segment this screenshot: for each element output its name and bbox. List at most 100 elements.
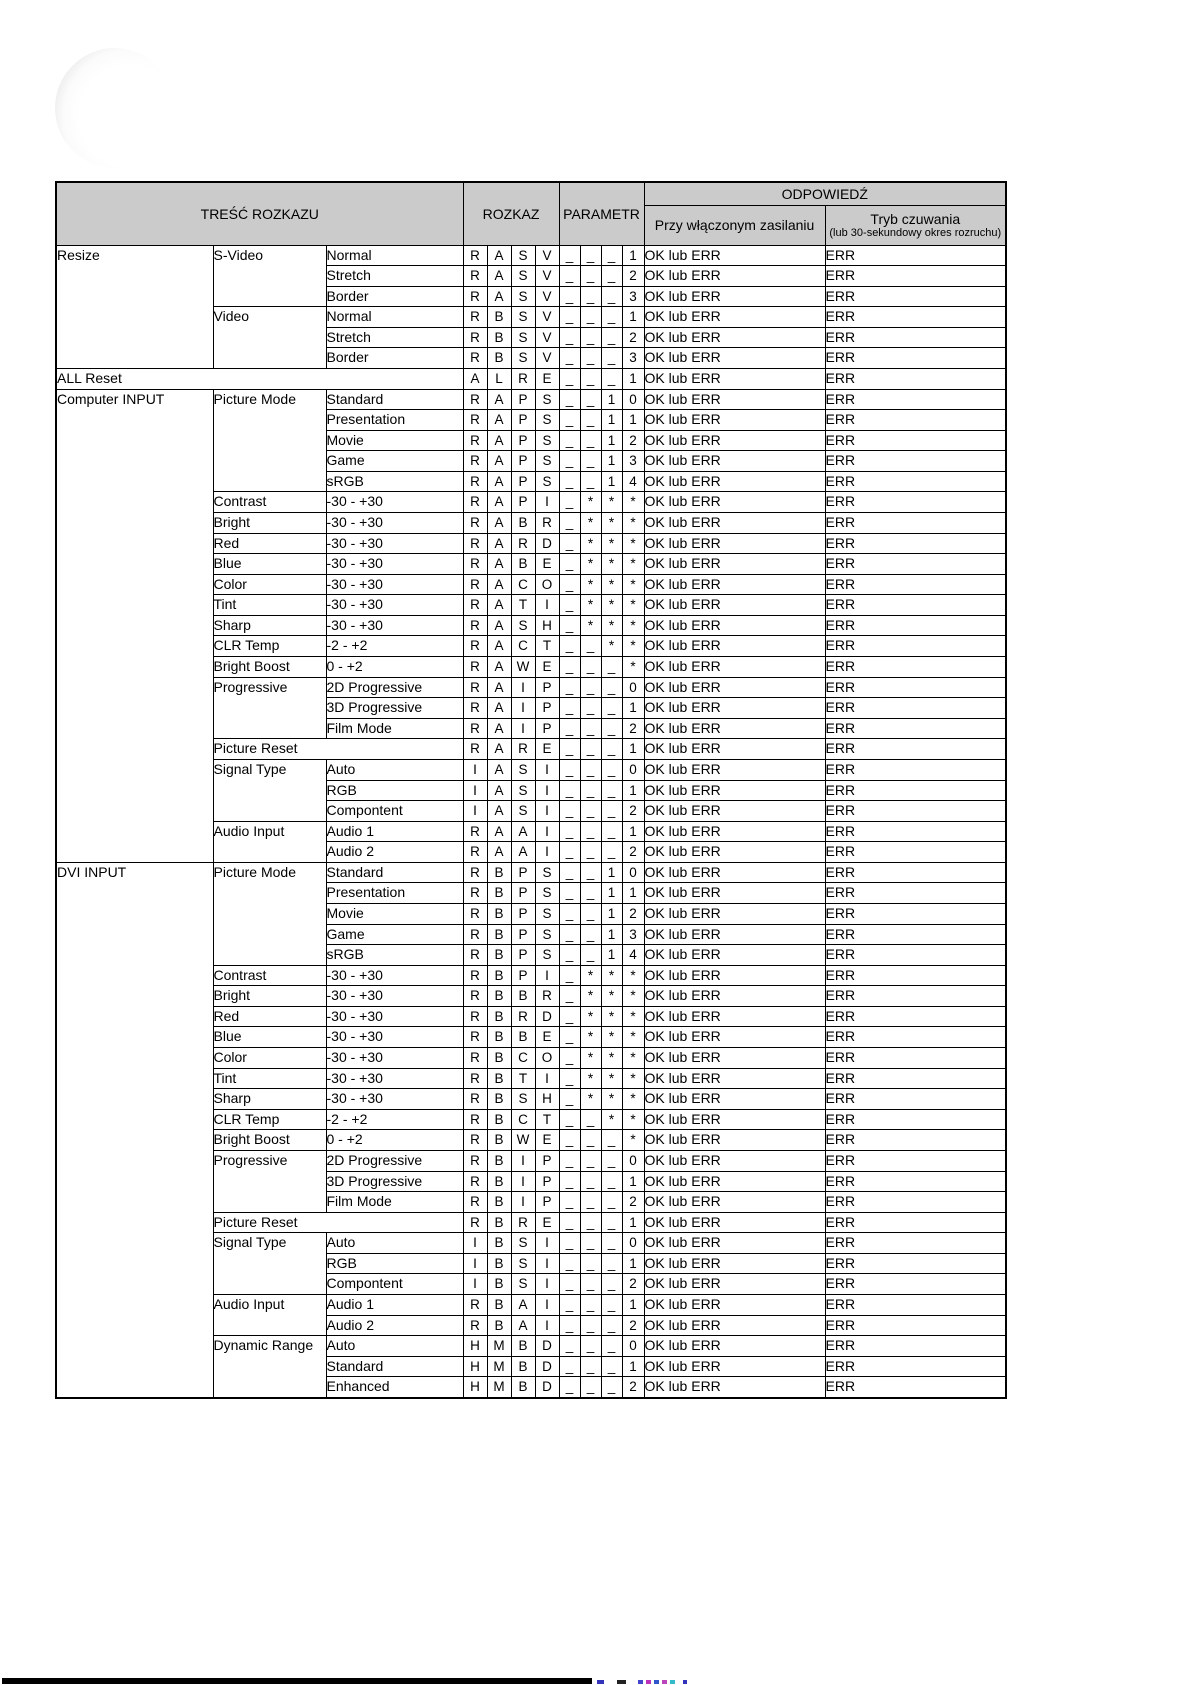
command-char-cell: R — [462, 1005, 488, 1028]
table-row: ALL Reset A L R E _ _ _ 1 OK lub ERR ERR — [55, 367, 1007, 390]
parameter-char-cell: 3 — [621, 347, 645, 369]
table-row: Film Mode R B I P _ _ _ 2 OK lub ERR ERR — [56, 1191, 1007, 1213]
subcategory-cell: CLR Temp — [212, 635, 327, 658]
parameter-char-cell: _ — [579, 429, 602, 452]
response-power-on-cell: OK lub ERR — [643, 388, 826, 411]
parameter-char-cell: 2 — [621, 1191, 645, 1213]
command-char-cell: B — [510, 1335, 536, 1357]
subcategory-cell: Bright Boost — [212, 656, 327, 678]
response-power-on-cell: OK lub ERR — [643, 1335, 826, 1357]
table-row: Blue -30 - +30 R A B E _ * * * OK lub ERR ERR — [56, 553, 1007, 575]
command-char-cell: H — [462, 1335, 488, 1357]
subcategory-cell: Signal Type — [212, 1232, 327, 1295]
value-cell: 3D Progressive — [325, 697, 464, 719]
parameter-char-cell: * — [621, 1047, 645, 1069]
parameter-char-cell: _ — [600, 738, 623, 760]
parameter-char-cell: _ — [558, 265, 581, 287]
command-char-cell: I — [534, 1232, 560, 1254]
response-power-on-cell: OK lub ERR — [643, 594, 826, 616]
table-row: Video Normal R B S V _ _ _ 1 OK lub ERR ERR — [56, 306, 1007, 369]
parameter-char-cell: 2 — [621, 1314, 645, 1337]
table-row: Stretch R B S V _ _ _ 2 OK lub ERR ERR — [56, 326, 1007, 349]
table-row: Sharp -30 - +30 R B S H _ * * * OK lub ERR ERR — [56, 1088, 1007, 1110]
table-row: Signal Type Auto I A S I _ _ _ 0 OK lub ERR ERR — [56, 758, 1007, 822]
command-char-cell: S — [534, 470, 560, 493]
table-row: Tint -30 - +30 R B T I _ * * * OK lub ERR ERR — [56, 1067, 1007, 1090]
command-char-cell: S — [534, 861, 560, 884]
parameter-char-cell: _ — [579, 1252, 602, 1275]
command-char-cell: S — [534, 944, 560, 966]
command-char-cell: R — [462, 1170, 488, 1193]
response-power-on-cell: OK lub ERR — [643, 635, 826, 658]
response-standby-cell: ERR — [824, 635, 1007, 658]
parameter-char-cell: _ — [558, 491, 581, 514]
command-char-cell: R — [534, 985, 560, 1007]
command-char-cell: V — [534, 265, 560, 287]
command-char-cell: I — [462, 1252, 488, 1275]
command-char-cell: B — [510, 1376, 536, 1399]
command-char-cell: B — [486, 903, 512, 925]
value-cell: -30 - +30 — [325, 1047, 464, 1069]
command-char-cell: R — [462, 573, 488, 596]
command-char-cell: E — [534, 367, 560, 390]
response-standby-cell: ERR — [824, 1191, 1007, 1213]
response-power-on-cell: OK lub ERR — [643, 676, 826, 699]
parameter-char-cell: _ — [558, 1047, 581, 1069]
command-char-cell: R — [462, 841, 488, 863]
parameter-char-cell: * — [579, 1026, 602, 1049]
parameter-char-cell: _ — [600, 1293, 623, 1316]
response-standby-cell: ERR — [824, 532, 1007, 555]
parameter-char-cell: _ — [558, 800, 581, 822]
parameter-char-cell: _ — [579, 1149, 602, 1172]
parameter-char-cell: * — [579, 532, 602, 555]
parameter-char-cell: * — [621, 656, 645, 678]
value-cell: Movie — [325, 903, 464, 925]
response-power-on-cell: OK lub ERR — [643, 347, 826, 369]
value-cell: Film Mode — [325, 1191, 464, 1213]
value-cell: 2D Progressive — [325, 1149, 464, 1172]
response-power-on-cell: OK lub ERR — [643, 491, 826, 514]
command-char-cell: A — [510, 1314, 536, 1337]
response-standby-cell: ERR — [824, 820, 1007, 843]
response-standby-cell: ERR — [824, 985, 1007, 1007]
parameter-char-cell: _ — [579, 903, 602, 925]
command-char-cell: R — [462, 326, 488, 349]
command-char-cell: P — [510, 409, 536, 431]
command-char-cell: B — [486, 1293, 512, 1316]
print-artifact-mark — [617, 1680, 626, 1684]
response-power-on-cell: OK lub ERR — [643, 512, 826, 534]
command-char-cell: C — [510, 1047, 536, 1069]
parameter-char-cell: _ — [558, 758, 581, 781]
parameter-char-cell: _ — [558, 1211, 581, 1234]
header-command-content: TREŚĆ ROZKAZU — [55, 181, 464, 246]
subcategory-cell: Progressive — [212, 676, 327, 740]
subcategory-cell: Sharp — [212, 614, 327, 637]
command-char-cell: A — [486, 717, 512, 740]
parameter-char-cell: * — [579, 553, 602, 575]
response-power-on-cell: OK lub ERR — [643, 738, 826, 760]
command-char-cell: I — [534, 1273, 560, 1295]
command-char-cell: A — [486, 635, 512, 658]
response-standby-cell: ERR — [824, 861, 1007, 884]
command-char-cell: B — [486, 964, 512, 987]
parameter-char-cell: _ — [558, 470, 581, 493]
command-table-header: TREŚĆ ROZKAZU ROZKAZ PARAMETR ODPOWIEDŹ … — [55, 181, 1007, 246]
parameter-char-cell: _ — [600, 1191, 623, 1213]
parameter-char-cell: _ — [600, 1376, 623, 1399]
parameter-char-cell: _ — [558, 573, 581, 596]
parameter-char-cell: _ — [600, 1170, 623, 1193]
table-row: Game R A P S _ _ 1 3 OK lub ERR ERR — [56, 450, 1007, 472]
command-char-cell: P — [510, 903, 536, 925]
parameter-char-cell: _ — [558, 1335, 581, 1357]
value-cell: Stretch — [325, 326, 464, 349]
command-char-cell: B — [486, 1273, 512, 1295]
response-standby-cell: ERR — [824, 1026, 1007, 1049]
parameter-char-cell: _ — [579, 388, 602, 411]
response-standby-cell: ERR — [824, 1355, 1007, 1378]
command-char-cell: I — [510, 697, 536, 719]
command-char-cell: S — [510, 1252, 536, 1275]
command-char-cell: I — [534, 964, 560, 987]
subcategory-cell: Picture Reset — [212, 738, 464, 760]
response-standby-cell: ERR — [824, 470, 1007, 493]
